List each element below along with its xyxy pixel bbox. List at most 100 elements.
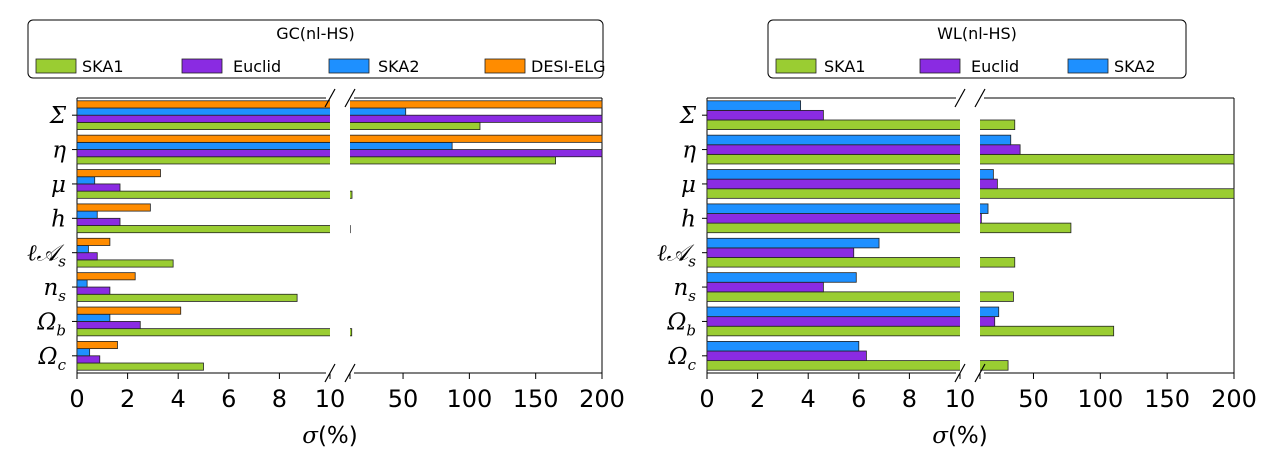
y-tick-label-ns: ns (43, 275, 66, 305)
y-tick-label-symbol: ℓ𝒜 (27, 241, 65, 267)
bar-Euclid-lAs (76, 252, 98, 261)
bar-Euclid-mu (76, 183, 121, 192)
x-axis-label-close: ) (349, 423, 358, 449)
bar-SKA2-eta (76, 141, 453, 150)
bar-SKA1-h (706, 222, 1072, 234)
bar-SKA2-Sigma (706, 100, 802, 111)
y-tick-label-subscript: s (58, 287, 66, 305)
y-tick-label-subscript: c (58, 356, 67, 374)
bar-SKA2-Omegab (706, 306, 1000, 318)
x-tick-label: 8 (902, 385, 917, 413)
y-tick-label-h: h (681, 206, 696, 232)
x-axis-label: σ(%) (932, 423, 988, 449)
y-tick-label-subscript: b (56, 321, 66, 339)
bar-Euclid-Omegac (706, 350, 867, 362)
x-axis-label-open: ( (948, 423, 957, 449)
y-tick-label-subscript: b (686, 321, 696, 339)
bar-SKA2-Omegab (76, 313, 111, 322)
x-tick-label: 4 (171, 385, 186, 413)
legend-swatch-SKA2 (328, 58, 370, 74)
bar-Euclid-Omegac (76, 355, 101, 364)
bar-SKA1-ns (76, 293, 298, 302)
legend-swatch-SKA1 (35, 58, 77, 74)
axis-break-gap (330, 97, 350, 374)
y-tick-label-ns: ns (673, 275, 696, 305)
bar-SKA2-mu (706, 169, 994, 180)
legend-title: WL(nl-HS) (937, 24, 1017, 43)
bar-SKA2-h (706, 203, 989, 214)
bar-Euclid-ns (76, 286, 111, 295)
y-tick-label-symbol: Σ (49, 103, 67, 129)
y-tick-label-Omegab: Ωb (666, 309, 696, 339)
bar-SKA1-lAs (706, 257, 1016, 268)
bar-SKA1-Sigma (706, 119, 1016, 130)
bar-Euclid-lAs (706, 247, 855, 258)
legend-label-SKA2: SKA2 (1114, 57, 1156, 76)
y-tick-label-subscript: s (688, 287, 696, 305)
axis-break-gap (960, 97, 980, 374)
x-tick-label: 2 (750, 385, 765, 413)
bar-SKA1-ns (706, 291, 1014, 302)
bar-SKA1-h (76, 225, 351, 234)
bar-SKA1-Omegab (706, 325, 1115, 337)
axis-break-mark (324, 88, 336, 108)
y-tick-label-symbol: μ (681, 172, 696, 198)
axis-break-mark (974, 88, 986, 108)
y-tick-label-lAs: ℓ𝒜s (657, 241, 696, 271)
legend-swatch-SKA1 (775, 58, 817, 74)
bar-DESI-ELG-Omegab (76, 306, 182, 315)
x-tick-label: 150 (513, 385, 559, 413)
x-tick-label: 8 (272, 385, 287, 413)
x-axis-label-symbol: σ (932, 423, 949, 449)
bar-Euclid-Sigma (706, 109, 824, 121)
bar-DESI-ELG-h (76, 203, 151, 212)
y-tick-label-symbol: μ (51, 172, 66, 198)
bar-Euclid-Omegab (76, 321, 141, 330)
bar-Euclid-h (76, 217, 121, 226)
bar-SKA2-Omegac (76, 348, 91, 357)
bar-SKA2-lAs (706, 237, 880, 249)
x-tick-label: 10 (315, 385, 346, 413)
bar-SKA2-ns (76, 279, 88, 288)
x-tick-label: 0 (699, 385, 714, 413)
x-tick-label: 2 (120, 385, 135, 413)
x-tick-label: 100 (1077, 385, 1123, 413)
bar-SKA2-eta (706, 134, 1012, 146)
legend-swatch-SKA2 (1067, 58, 1109, 74)
y-tick-label-Omegac: Ωc (38, 344, 67, 374)
bar-SKA1-mu (76, 190, 353, 199)
bar-Euclid-h (706, 213, 982, 224)
bar-SKA1-Omegab (76, 328, 353, 337)
legend-swatch-DESI-ELG (484, 58, 526, 74)
x-tick-label: 4 (801, 385, 816, 413)
legend-title: GC(nl-HS) (276, 24, 355, 43)
y-tick-label-symbol: ℓ𝒜 (657, 241, 695, 267)
x-axis-label: σ(%) (302, 423, 358, 449)
x-tick-label: 50 (1018, 385, 1049, 413)
y-tick-label-symbol: η (52, 138, 66, 164)
x-tick-label: 10 (945, 385, 976, 413)
y-tick-label-symbol: Ω (36, 309, 56, 335)
x-tick-label: 100 (446, 385, 492, 413)
legend-label-DESI-ELG: DESI-ELG (531, 57, 606, 76)
x-axis-label-close: ) (979, 423, 988, 449)
y-tick-label-symbol: Ω (666, 309, 686, 335)
bar-SKA2-mu (76, 176, 96, 185)
y-tick-label-Sigma: Σ (679, 103, 697, 129)
y-tick-label-eta: η (52, 138, 66, 164)
bar-DESI-ELG-Omegac (76, 341, 118, 350)
y-tick-label-subscript: c (688, 356, 697, 374)
y-tick-label-symbol: η (682, 138, 696, 164)
x-tick-label: 200 (1211, 385, 1257, 413)
bar-SKA1-lAs (76, 259, 174, 268)
y-tick-label-subscript: s (58, 253, 66, 271)
legend-label-SKA1: SKA1 (82, 57, 124, 76)
bar-SKA1-Sigma (76, 121, 481, 130)
y-tick-label-symbol: n (673, 275, 688, 301)
y-tick-label-mu: μ (51, 172, 66, 198)
bar-DESI-ELG-ns (76, 272, 136, 281)
x-axis-label-unit: % (327, 423, 349, 449)
y-tick-label-Sigma: Σ (49, 103, 67, 129)
